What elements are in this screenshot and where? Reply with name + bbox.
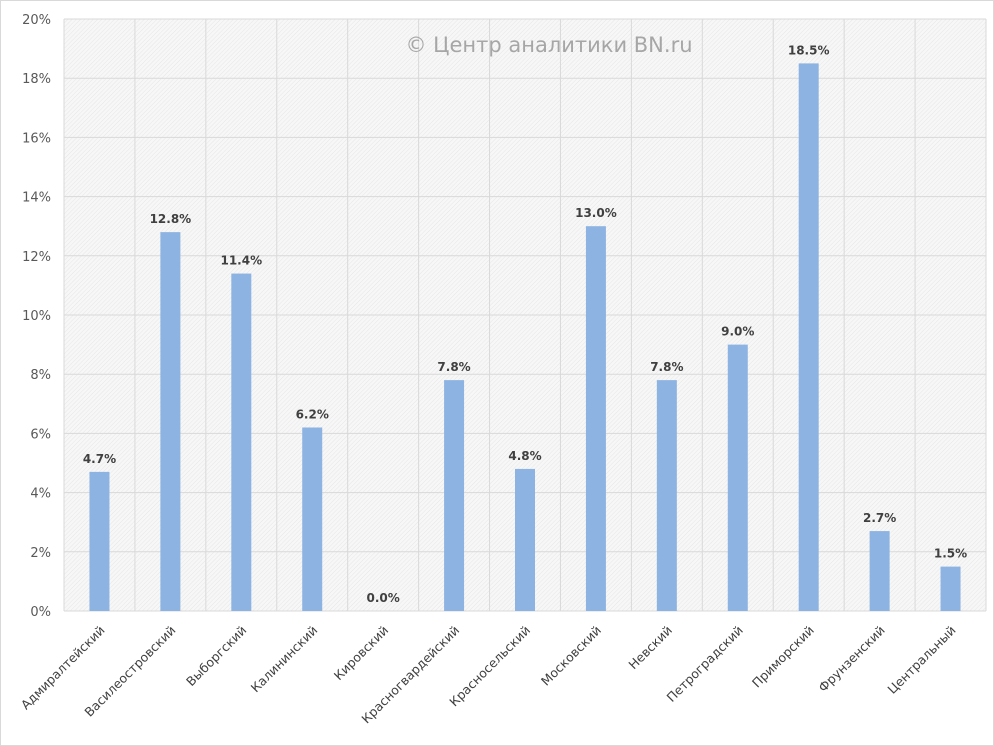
data-label: 2.7%	[863, 511, 896, 525]
bar	[444, 380, 465, 611]
y-tick-label: 10%	[22, 309, 51, 324]
bar	[231, 273, 252, 611]
bar	[869, 531, 890, 611]
category-label: Московский	[538, 623, 604, 689]
y-tick-label: 2%	[30, 546, 51, 561]
data-label: 7.8%	[650, 360, 683, 374]
data-label: 9.0%	[721, 325, 754, 339]
bar	[515, 468, 535, 611]
data-label: 12.8%	[150, 212, 192, 226]
y-tick-label: 12%	[22, 250, 51, 265]
y-tick-label: 16%	[22, 131, 51, 146]
bar	[160, 232, 181, 611]
category-label: Кировский	[331, 623, 392, 684]
data-label: 7.8%	[437, 360, 470, 374]
y-tick-label: 6%	[30, 427, 51, 442]
data-label: 4.7%	[83, 452, 116, 466]
data-label: 18.5%	[788, 43, 830, 57]
y-tick-label: 14%	[22, 191, 51, 206]
data-label: 0.0%	[367, 591, 400, 605]
category-label: Калининский	[248, 623, 321, 696]
bar	[727, 344, 748, 611]
y-tick-label: 20%	[22, 13, 51, 28]
data-label: 13.0%	[575, 206, 617, 220]
y-tick-label: 0%	[30, 605, 51, 620]
bar	[940, 566, 961, 611]
category-label: Центральный	[884, 623, 958, 697]
data-label: 4.8%	[508, 449, 541, 463]
y-tick-label: 8%	[30, 368, 51, 383]
category-label: Фрунзенский	[815, 623, 887, 695]
y-tick-label: 4%	[30, 487, 51, 502]
category-label: Петроградский	[664, 623, 746, 705]
watermark: © Центр аналитики BN.ru	[405, 33, 692, 57]
bar	[798, 63, 819, 611]
bar	[302, 427, 323, 611]
data-label: 1.5%	[934, 547, 967, 561]
category-label: Невский	[625, 623, 675, 673]
bar	[585, 226, 606, 611]
category-label: Приморский	[749, 623, 817, 691]
data-label: 11.4%	[220, 254, 262, 268]
data-label: 6.2%	[296, 407, 329, 421]
bar	[89, 471, 110, 611]
y-tick-label: 18%	[22, 72, 51, 87]
category-label: Выборгский	[183, 623, 249, 689]
bar	[656, 380, 677, 611]
